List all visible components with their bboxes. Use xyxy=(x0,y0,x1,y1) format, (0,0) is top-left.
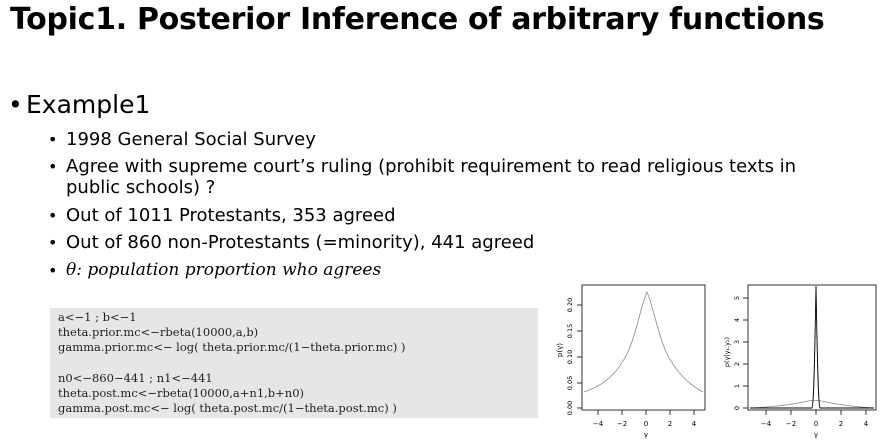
x-tick-label: −4 xyxy=(761,420,772,428)
posterior-density-curve xyxy=(750,285,874,409)
y-tick-label: 3 xyxy=(733,340,741,344)
y-tick-label: 0 xyxy=(733,406,741,410)
y-tick-label: 4 xyxy=(733,318,741,322)
bullet-dot: • xyxy=(8,90,23,119)
y-tick-label: 2 xyxy=(733,362,741,366)
code-line: theta.post.mc<−rbeta(10000,a+n1,b+n0) xyxy=(58,386,304,400)
code-line: gamma.post.mc<− log( theta.post.mc/(1−th… xyxy=(58,401,397,415)
y-tick-label: 0.20 xyxy=(566,298,574,312)
list-item-theta-definition: • θ: population proportion who agrees xyxy=(48,260,382,280)
prior-reference-curve xyxy=(749,399,875,409)
y-tick-label: 0.00 xyxy=(566,401,574,415)
x-tick-label: 4 xyxy=(864,420,869,428)
x-axis-label: γ xyxy=(814,431,818,439)
slide-title: Topic1. Posterior Inference of arbitrary… xyxy=(10,2,825,37)
y-tick-label: 0.15 xyxy=(566,324,574,338)
code-line: a<−1 ; b<−1 xyxy=(58,310,137,324)
x-tick-label: 0 xyxy=(814,420,818,428)
list-item: • Out of 860 non-Protestants (=minority),… xyxy=(48,232,535,253)
code-line: gamma.prior.mc<− log( theta.prior.mc/(1−… xyxy=(58,340,406,354)
x-tick-label: 4 xyxy=(692,420,697,428)
plot-frame xyxy=(747,284,877,411)
plot-frame xyxy=(581,284,706,411)
x-tick-label: 2 xyxy=(839,420,843,428)
posterior-gamma-density-plot: −4 −2 0 2 4 γ 0 1 2 3 4 5 p(γ|y₁,y₂) xyxy=(723,284,877,439)
list-item: • Agree with supreme court’s ruling (proh… xyxy=(48,156,797,177)
prior-density-curve xyxy=(583,290,704,393)
y-tick-label: 0.10 xyxy=(566,350,574,364)
code-line: n0<−860−441 ; n1<−441 xyxy=(58,371,213,385)
x-axis-label: γ xyxy=(644,431,648,439)
list-item: • Out of 1011 Protestants, 353 agreed xyxy=(48,205,396,226)
y-tick-label: 1 xyxy=(733,384,741,388)
y-tick-label: 0.05 xyxy=(566,376,574,390)
example-bullet: • Example1 xyxy=(8,90,150,119)
x-tick-label: −4 xyxy=(593,420,604,428)
code-block: a<−1 ; b<−1 theta.prior.mc<−rbeta(10000,… xyxy=(50,308,538,418)
prior-gamma-density-plot: −4 −2 0 2 4 γ 0.00 0.05 0.10 0.15 0.20 p… xyxy=(556,284,706,439)
code-line: theta.prior.mc<−rbeta(10000,a,b) xyxy=(58,325,259,339)
y-axis-label: p(γ|y₁,y₂) xyxy=(723,337,731,367)
y-axis-label: p(γ) xyxy=(556,343,564,357)
example-label: Example1 xyxy=(26,90,151,119)
x-tick-label: 2 xyxy=(668,420,672,428)
x-tick-label: −2 xyxy=(786,420,796,428)
list-item: • 1998 General Social Survey xyxy=(48,129,316,150)
x-tick-label: −2 xyxy=(617,420,627,428)
list-item-continuation: public schools) ? xyxy=(66,177,216,198)
y-tick-label: 5 xyxy=(733,296,741,300)
x-tick-label: 0 xyxy=(644,420,648,428)
